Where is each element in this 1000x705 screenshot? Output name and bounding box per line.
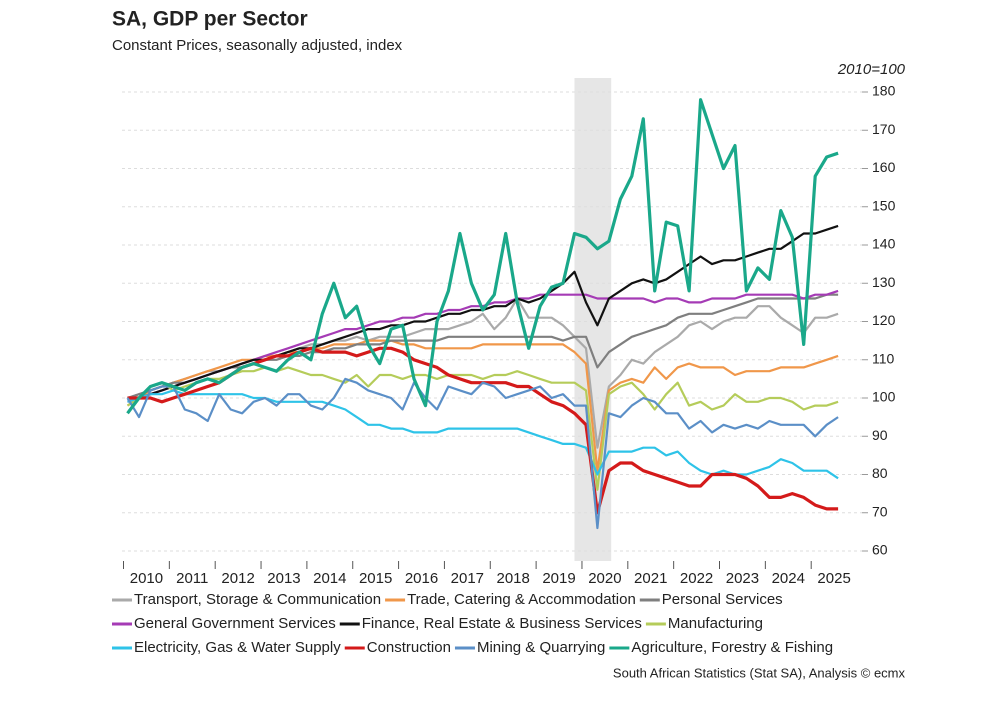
x-tick-label: 2011: [176, 570, 208, 587]
legend-label: Construction: [367, 639, 451, 656]
chart-title: SA, GDP per Sector: [112, 8, 308, 31]
x-tick-label: 2022: [680, 570, 713, 587]
y-tick-label: 70: [872, 503, 888, 519]
legend-label: Finance, Real Estate & Business Services: [362, 615, 642, 632]
x-tick-label: 2015: [359, 570, 392, 587]
y-tick-label: 100: [872, 389, 896, 405]
y-tick-label: 120: [872, 312, 896, 328]
legend-label: Agriculture, Forestry & Fishing: [631, 639, 833, 656]
legend-label: Transport, Storage & Communication: [134, 591, 381, 608]
y-annotation: 2010=100: [837, 61, 906, 78]
series-line: [126, 339, 839, 472]
x-tick-label: 2014: [313, 570, 346, 587]
x-tick-label: 2013: [267, 570, 300, 587]
chart-subtitle: Constant Prices, seasonally adjusted, in…: [112, 37, 403, 54]
x-tick-label: 2021: [634, 570, 667, 587]
x-tick-label: 2016: [405, 570, 438, 587]
legend-label: Personal Services: [662, 591, 783, 608]
series-line: [127, 389, 839, 480]
x-tick-label: 2024: [772, 570, 805, 587]
y-tick-label: 180: [872, 83, 896, 99]
x-tick-label: 2019: [542, 570, 575, 587]
x-tick-label: 2025: [817, 570, 850, 587]
legend-label: Trade, Catering & Accommodation: [407, 591, 636, 608]
y-tick-label: 160: [872, 159, 896, 175]
series-line: [126, 98, 839, 415]
y-tick-label: 150: [872, 197, 896, 213]
legend-label: General Government Services: [134, 615, 336, 632]
x-tick-label: 2018: [497, 570, 530, 587]
legend-label: Mining & Quarrying: [477, 639, 605, 656]
legend-label: Manufacturing: [668, 615, 763, 632]
x-tick-label: 2017: [451, 570, 484, 587]
series-line: [126, 377, 839, 530]
y-tick-label: 60: [872, 542, 888, 558]
y-tick-label: 130: [872, 274, 896, 290]
y-tick-label: 140: [872, 236, 896, 252]
y-tick-label: 170: [872, 121, 896, 137]
source: South African Statistics (Stat SA), Anal…: [613, 665, 906, 680]
x-tick-label: 2023: [726, 570, 759, 587]
x-tick-label: 2010: [130, 570, 163, 587]
y-tick-label: 90: [872, 427, 888, 443]
x-tick-label: 2020: [588, 570, 621, 587]
x-tick-label: 2012: [221, 570, 254, 587]
series-line: [126, 366, 839, 491]
y-tick-label: 80: [872, 465, 888, 481]
y-tick-label: 110: [872, 350, 895, 366]
legend-label: Electricity, Gas & Water Supply: [134, 639, 341, 656]
